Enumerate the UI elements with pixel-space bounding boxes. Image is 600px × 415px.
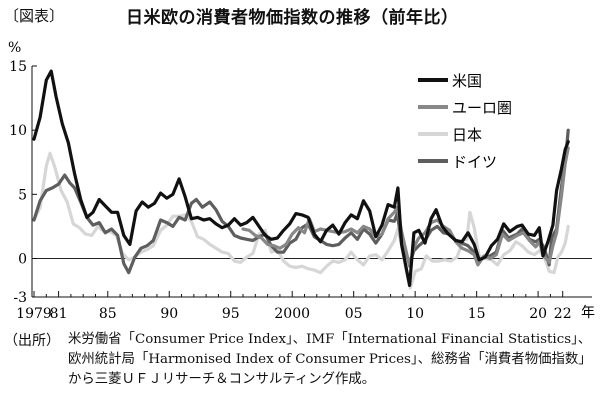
source-note: 米労働省「Consumer Price Index」、IMF「Internati… bbox=[68, 332, 592, 387]
series-line-2 bbox=[32, 151, 570, 290]
x-tick-label: 10 bbox=[406, 306, 424, 322]
x-tick-label: 81 bbox=[50, 306, 68, 322]
x-tick-label: 22 bbox=[554, 306, 572, 322]
y-tick-label: 10 bbox=[9, 123, 27, 139]
source-label: （出所） bbox=[4, 333, 60, 349]
legend-label-2: 日本 bbox=[452, 126, 482, 144]
legend-label-3: ドイツ bbox=[452, 153, 497, 171]
x-tick-label: 1979 bbox=[16, 306, 52, 322]
legend-label-1: ユーロ圏 bbox=[452, 99, 512, 117]
series-lines bbox=[32, 69, 570, 290]
x-tick-label: 90 bbox=[160, 306, 178, 322]
series-line-0 bbox=[32, 69, 570, 287]
x-axis-unit-label: 年 bbox=[581, 305, 595, 321]
x-tick-label: 85 bbox=[99, 306, 117, 322]
chart-title: 日米欧の消費者物価指数の推移（前年比） bbox=[126, 8, 459, 28]
x-tick-label: 15 bbox=[468, 306, 486, 322]
x-tick-label: 20 bbox=[529, 306, 547, 322]
y-tick-label: 5 bbox=[18, 187, 27, 203]
figure-label: 〔図表〕 bbox=[4, 7, 65, 25]
y-tick-label: -3 bbox=[13, 290, 27, 306]
x-tick-label: 2000 bbox=[274, 306, 310, 322]
legend-label-0: 米国 bbox=[452, 72, 482, 90]
x-tick-label: 05 bbox=[345, 306, 363, 322]
y-axis-unit-label: % bbox=[8, 40, 21, 56]
x-tick-label: 95 bbox=[222, 306, 240, 322]
y-tick-label: 15 bbox=[9, 59, 27, 75]
y-tick-label: 0 bbox=[18, 252, 27, 268]
series-line-1 bbox=[241, 146, 570, 268]
